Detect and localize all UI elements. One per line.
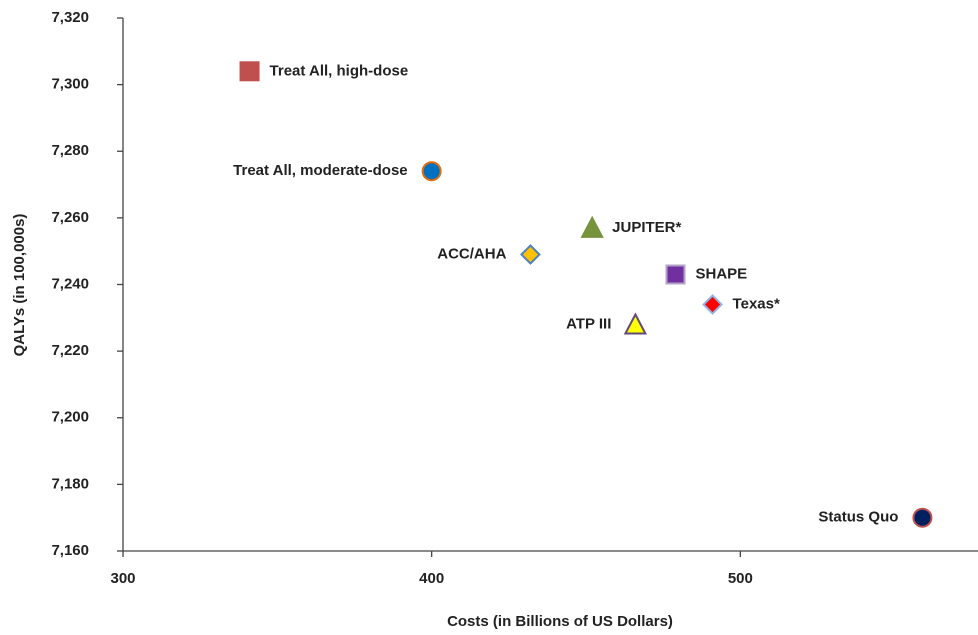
marker [665,264,686,285]
y-tick-label: 7,300 [51,76,89,93]
x-tick-label: 400 [419,570,444,587]
marker [421,161,442,182]
point-label: Status Quo [818,509,898,526]
x-axis-title: Costs (in Billions of US Dollars) [447,613,673,630]
point-label: Treat All, high-dose [270,62,409,79]
y-tick-label: 7,280 [51,142,89,159]
point-label: ATP III [566,315,611,332]
x-tick-label: 500 [728,570,753,587]
marker [702,294,723,315]
point-label: Texas* [733,295,780,312]
marker [580,215,604,238]
point-label: Treat All, moderate-dose [233,162,408,179]
marker [520,244,541,265]
y-tick-label: 7,160 [51,542,89,559]
marker [623,312,648,335]
y-tick-label: 7,200 [51,409,89,426]
x-tick-label: 300 [110,570,135,587]
y-tick-label: 7,240 [51,275,89,292]
y-tick-label: 7,260 [51,209,89,226]
marker [239,61,260,82]
y-tick-label: 7,320 [51,9,89,26]
marker [912,507,933,528]
point-label: SHAPE [696,265,748,282]
y-tick-label: 7,180 [51,475,89,492]
point-label: ACC/AHA [437,245,506,262]
point-label: JUPITER* [612,219,681,236]
y-tick-label: 7,220 [51,342,89,359]
y-axis-title: QALYs (in 100,000s) [11,214,28,357]
